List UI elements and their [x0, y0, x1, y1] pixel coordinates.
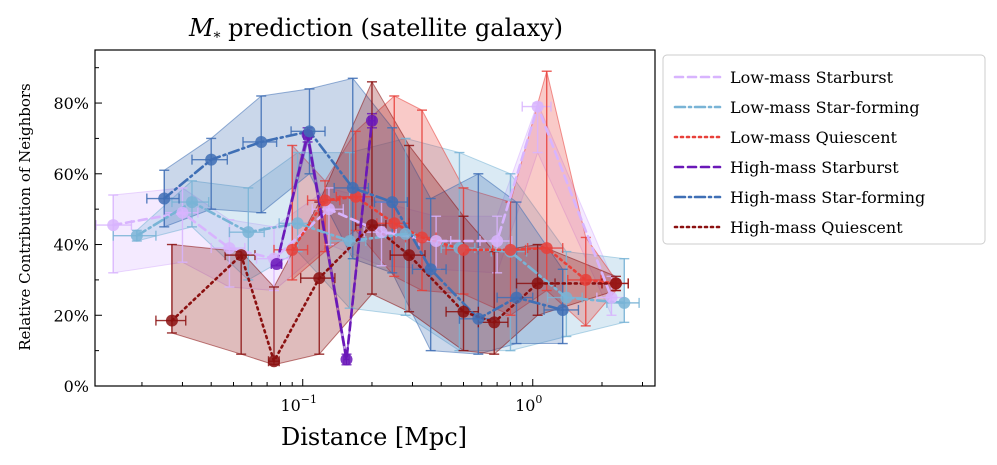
point-low-mass-quiescent	[540, 242, 553, 255]
point-low-mass-starburst	[107, 219, 120, 232]
legend-item-high-mass-quiescent: High-mass Quiescent	[673, 218, 903, 237]
point-low-mass-star-forming	[618, 296, 631, 309]
point-high-mass-quiescent	[235, 249, 248, 262]
point-high-mass-star-forming	[424, 263, 437, 276]
point-high-mass-star-forming	[472, 312, 485, 325]
line-low-mass-star-forming	[135, 200, 626, 305]
x-tick-label: 100	[515, 393, 542, 415]
point-low-mass-starburst	[491, 234, 504, 247]
chart-title: M* prediction (satellite galaxy)	[188, 14, 563, 46]
legend-label: High-mass Star-forming	[730, 188, 925, 207]
legend-item-high-mass-starburst: High-mass Starburst	[673, 158, 899, 177]
point-high-mass-quiescent	[165, 314, 178, 327]
point-low-mass-quiescent	[504, 243, 517, 256]
point-low-mass-starburst	[223, 242, 236, 255]
point-high-mass-quiescent	[403, 249, 416, 262]
point-low-mass-star-forming	[343, 234, 356, 247]
point-low-mass-starburst	[176, 206, 189, 219]
point-low-mass-starburst	[430, 234, 443, 247]
point-low-mass-star-forming	[291, 217, 304, 230]
point-high-mass-quiescent	[531, 277, 544, 290]
point-high-mass-starburst	[365, 114, 378, 127]
line-high-mass-star-forming	[162, 129, 565, 321]
point-high-mass-star-forming	[386, 196, 399, 209]
point-low-mass-starburst	[605, 291, 618, 304]
point-high-mass-quiescent	[267, 355, 280, 368]
point-low-mass-star-forming	[560, 291, 573, 304]
point-low-mass-star-forming	[399, 227, 412, 240]
y-tick-label: 80%	[53, 94, 89, 113]
legend-label: Low-mass Quiescent	[730, 128, 898, 147]
point-high-mass-quiescent	[313, 272, 326, 285]
point-low-mass-starburst	[375, 226, 388, 239]
point-high-mass-quiescent	[488, 316, 501, 329]
point-high-mass-quiescent	[365, 219, 378, 232]
x-axis-ticks: 10−1 100	[141, 379, 643, 415]
point-high-mass-star-forming	[510, 291, 523, 304]
point-high-mass-star-forming	[205, 153, 218, 166]
point-low-mass-starburst	[531, 100, 544, 113]
legend: Low-mass Starburst Low-mass Star-forming L…	[662, 54, 986, 245]
legend-item-low-mass-starburst: Low-mass Starburst	[673, 68, 894, 87]
point-high-mass-star-forming	[346, 181, 359, 194]
point-low-mass-quiescent	[579, 273, 592, 286]
y-axis-label: Relative Contribution of Neighbors	[16, 83, 34, 350]
point-high-mass-star-forming	[255, 135, 268, 148]
title-symbol: M	[188, 14, 215, 42]
plot-frame	[94, 49, 656, 387]
legend-frame	[662, 54, 986, 245]
legend-label: High-mass Quiescent	[730, 218, 903, 237]
legend-item-high-mass-star-forming: High-mass Star-forming	[673, 188, 925, 207]
y-tick-label: 20%	[53, 306, 89, 325]
title-text: prediction (satellite galaxy)	[221, 14, 563, 42]
point-low-mass-quiescent	[388, 217, 401, 230]
point-high-mass-star-forming	[303, 125, 316, 138]
legend-item-low-mass-quiescent: Low-mass Quiescent	[673, 128, 898, 147]
series-markers	[107, 100, 631, 368]
x-tick-label: 10−1	[280, 393, 317, 415]
legend-label: Low-mass Starburst	[730, 68, 894, 87]
y-axis-ticks: 0% 20% 40% 60% 80%	[53, 67, 102, 396]
x-axis-label: Distance [Mpc]	[281, 423, 467, 451]
point-low-mass-star-forming	[185, 196, 198, 209]
legend-item-low-mass-star-forming: Low-mass Star-forming	[673, 98, 920, 117]
series-lines	[111, 102, 626, 365]
point-low-mass-quiescent	[415, 231, 428, 244]
point-high-mass-star-forming	[158, 192, 171, 205]
point-low-mass-star-forming	[242, 226, 255, 239]
point-high-mass-star-forming	[556, 303, 569, 316]
legend-label: Low-mass Star-forming	[730, 98, 920, 117]
line-high-mass-starburst	[275, 119, 374, 360]
point-high-mass-quiescent	[457, 305, 470, 318]
point-low-mass-star-forming	[130, 229, 143, 242]
y-tick-label: 0%	[64, 377, 89, 396]
point-high-mass-quiescent	[609, 277, 622, 290]
point-low-mass-quiescent	[286, 243, 299, 256]
point-high-mass-starburst	[270, 257, 283, 270]
title-subscript: *	[214, 30, 221, 46]
point-low-mass-quiescent	[457, 243, 470, 256]
line-low-mass-starburst	[111, 102, 613, 299]
point-low-mass-quiescent	[319, 194, 332, 207]
legend-label: High-mass Starburst	[730, 158, 899, 177]
line-low-mass-quiescent	[290, 195, 618, 285]
y-tick-label: 60%	[53, 165, 89, 184]
y-tick-label: 40%	[53, 236, 89, 255]
point-high-mass-starburst	[340, 353, 353, 366]
